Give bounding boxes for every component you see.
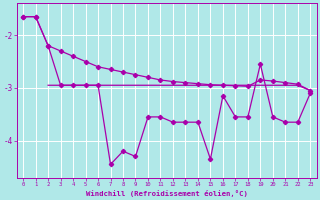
X-axis label: Windchill (Refroidissement éolien,°C): Windchill (Refroidissement éolien,°C) bbox=[86, 190, 248, 197]
